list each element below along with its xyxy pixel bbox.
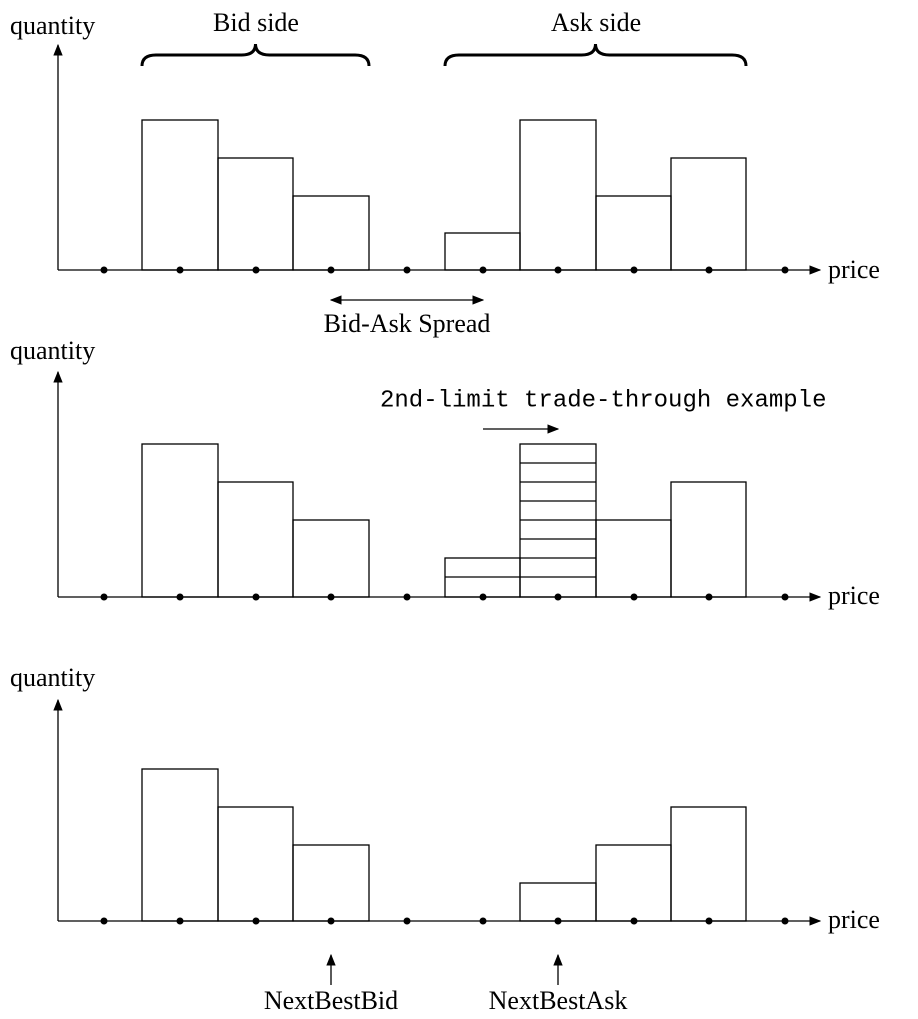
price-tick [100,266,108,274]
price-tick [705,593,713,601]
price-tick [176,917,184,925]
spread-label: Bid-Ask Spread [324,309,491,338]
price-tick [630,266,638,274]
order-bar [595,844,672,922]
order-bar [444,232,521,271]
order-bar [292,844,370,922]
price-tick [781,593,789,601]
order-bar [670,157,747,271]
price-tick [554,917,562,925]
price-tick [100,593,108,601]
price-tick [403,593,411,601]
price-tick [781,917,789,925]
y-axis-label: quantity [10,663,95,692]
price-tick [176,593,184,601]
x-axis-label: price [828,905,880,934]
order-bar [595,195,672,271]
price-tick [252,593,260,601]
order-bar [217,157,294,271]
price-tick [705,266,713,274]
price-tick [327,917,335,925]
x-axis-label: price [828,255,880,284]
y-axis-label: quantity [10,336,95,365]
annotation: 2nd-limit trade-through example [380,387,826,414]
x-axis-label: price [828,581,880,610]
order-bar [519,119,597,271]
order-bar [670,806,747,922]
ask-side-label: Ask side [551,8,641,37]
price-tick [554,266,562,274]
price-tick [252,917,260,925]
brace [140,43,371,67]
price-tick [705,917,713,925]
price-tick [327,266,335,274]
y-axis-label: quantity [10,11,95,40]
price-tick [327,593,335,601]
next-best-ask-label: NextBestAsk [489,986,628,1015]
order-bar [217,806,294,922]
price-tick [781,266,789,274]
price-tick [630,593,638,601]
price-tick [403,266,411,274]
order-bar [141,119,219,271]
bid-side-label: Bid side [213,8,299,37]
order-bar [217,481,294,598]
price-tick [554,593,562,601]
shapes [53,43,822,985]
next-best-bid-label: NextBestBid [264,986,398,1015]
price-tick [630,917,638,925]
price-tick [403,917,411,925]
order-bar [519,882,597,922]
order-bar [141,768,219,922]
price-tick [176,266,184,274]
price-tick [479,593,487,601]
order-bar [670,481,747,598]
order-bar [141,443,219,598]
price-tick [479,266,487,274]
order-bar [292,519,370,598]
order-bar [292,195,370,271]
order-bar [595,519,672,598]
brace [443,43,748,67]
price-tick [479,917,487,925]
price-tick [100,917,108,925]
price-tick [252,266,260,274]
